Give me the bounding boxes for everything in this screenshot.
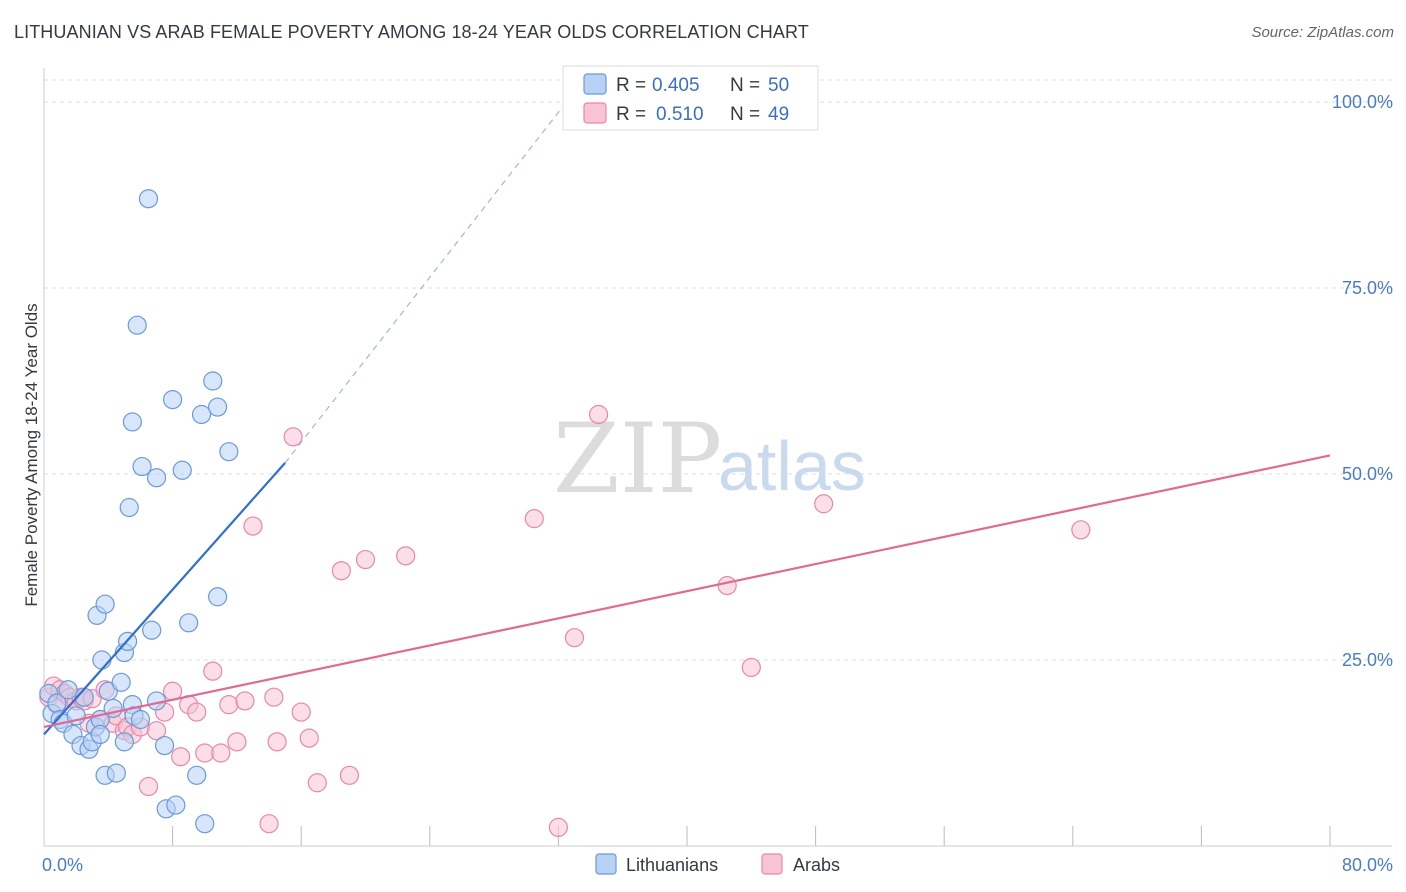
arab-point-28	[211, 743, 231, 763]
arab-point-48	[717, 575, 737, 596]
series-legend: Lithuanians Arabs	[595, 853, 840, 875]
lithuanian-point-17	[90, 724, 110, 745]
lithuanian-point-49	[219, 442, 239, 462]
legend-n-label-1: N =	[730, 75, 760, 96]
legend-arabs-label: Arabs	[793, 855, 840, 875]
arab-point-30	[227, 732, 247, 752]
lithuanian-point-28	[119, 497, 139, 518]
arab-point-45	[548, 817, 569, 838]
arab-point-43	[396, 546, 416, 566]
lithuanian-point-42	[179, 613, 199, 633]
lithuanian-point-32	[132, 456, 152, 477]
arab-point-19	[138, 776, 159, 797]
y-axis-label: Female Poverty Among 18-24 Year Olds	[22, 303, 41, 606]
arab-point-25	[187, 702, 207, 722]
arab-point-46	[564, 628, 585, 648]
trend-lines	[43, 101, 1331, 736]
arab-point-29	[219, 695, 239, 715]
arab-point-37	[291, 702, 311, 722]
lithuanian-point-20	[95, 594, 115, 614]
lithuanian-point-19	[92, 650, 112, 670]
y-tick-label-1: 50.0%	[1342, 464, 1393, 484]
y-tick-label-3: 100.0%	[1332, 92, 1393, 112]
lithuanian-point-23	[114, 732, 134, 752]
arab-point-51	[1071, 520, 1091, 540]
arab-point-42	[355, 549, 376, 570]
lithuanians-swatch	[583, 73, 607, 95]
legend-r-value-2: 0.510	[656, 104, 704, 125]
arab-point-39	[307, 773, 327, 793]
lithuanian-point-21	[106, 763, 126, 783]
arab-trend-line	[43, 454, 1331, 729]
lithuanian-point-48	[208, 397, 228, 417]
arab-point-38	[299, 728, 319, 748]
lithuanian-point-44	[191, 404, 212, 425]
lithuanian-trend-extension	[284, 101, 567, 464]
lithuanian-point-5	[58, 680, 78, 700]
legend-r-value-1: 0.405	[652, 75, 700, 96]
arab-point-33	[259, 814, 279, 834]
legend-r-label-1: R =	[616, 75, 646, 96]
arab-point-36	[283, 427, 303, 447]
lithuanian-point-30	[127, 315, 147, 335]
watermark-zip: ZIP	[553, 403, 722, 515]
x-tick-label-min: 0.0%	[42, 855, 83, 875]
legend-lithuanians-label: Lithuanians	[626, 855, 718, 875]
arab-point-47	[588, 404, 609, 425]
arab-point-40	[331, 561, 351, 581]
lithuanian-point-31	[130, 709, 151, 730]
stats-legend: R = 0.405 N = 50 R = 0.510 N = 49	[562, 65, 819, 131]
watermark: ZIP atlas	[553, 403, 866, 515]
arab-point-26	[195, 743, 215, 763]
lithuanian-point-40	[166, 795, 186, 815]
arab-point-27	[203, 661, 223, 681]
lithuanian-point-39	[163, 390, 183, 410]
grid-lines	[44, 79, 1392, 846]
lithuanian-point-37	[154, 735, 175, 756]
x-tick-label-max: 80.0%	[1342, 855, 1393, 875]
arab-point-20	[146, 721, 167, 741]
y-tick-label-2: 75.0%	[1342, 278, 1393, 298]
arab-point-23	[171, 747, 191, 767]
y-tick-label-0: 25.0%	[1342, 650, 1393, 670]
arab-point-49	[741, 657, 761, 678]
data-points	[39, 189, 1091, 838]
legend-arabs-swatch	[761, 853, 783, 875]
lithuanian-point-34	[142, 620, 162, 640]
legend-r-label-2: R =	[616, 104, 646, 125]
legend-n-label-2: N =	[730, 104, 760, 125]
legend-n-value-2: 49	[768, 104, 789, 125]
lithuanian-point-43	[187, 765, 207, 785]
source-credit: Source: ZipAtlas.com	[1251, 24, 1394, 41]
tick-labels: 25.0% 50.0% 75.0% 100.0% 0.0% 80.0%	[42, 92, 1393, 875]
lithuanian-point-46	[203, 371, 223, 391]
arab-point-50	[814, 494, 834, 514]
lithuanian-point-47	[208, 587, 228, 607]
lithuanian-trend-line	[43, 462, 286, 736]
arab-point-44	[524, 509, 544, 529]
chart-title: LITHUANIAN VS ARAB FEMALE POVERTY AMONG …	[14, 22, 809, 42]
watermark-atlas: atlas	[718, 427, 866, 505]
lithuanian-point-41	[172, 460, 192, 480]
arab-point-41	[339, 765, 360, 785]
arab-point-31	[235, 691, 255, 711]
lithuanian-point-29	[122, 412, 143, 432]
arab-point-35	[267, 732, 287, 752]
lithuanian-point-45	[195, 814, 215, 834]
arabs-swatch	[583, 102, 607, 124]
lithuanian-point-22	[111, 672, 131, 692]
arab-point-34	[264, 687, 284, 707]
arab-point-32	[243, 516, 263, 536]
lithuanian-point-35	[146, 468, 167, 488]
legend-n-value-1: 50	[768, 75, 789, 96]
legend-lithuanians-swatch	[595, 853, 617, 875]
lithuanian-point-33	[138, 189, 159, 209]
